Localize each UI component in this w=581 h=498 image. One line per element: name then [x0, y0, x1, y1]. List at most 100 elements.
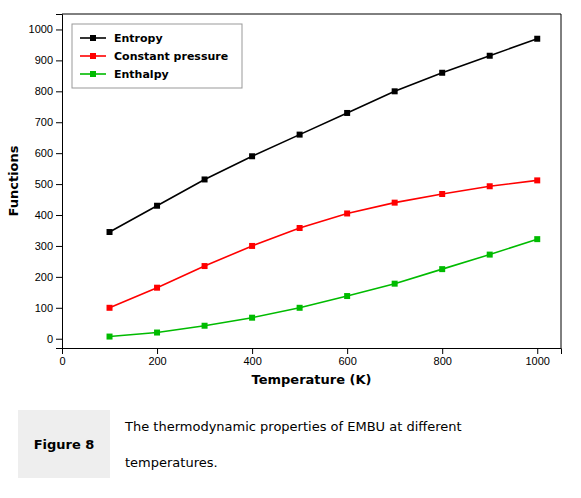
tick-label: 0: [47, 333, 53, 345]
series-line: [110, 239, 538, 336]
point: [392, 88, 398, 94]
tick: 800: [434, 348, 452, 367]
axis-line: [63, 349, 562, 355]
tick-mark: [56, 184, 62, 185]
tick: 0: [47, 333, 62, 345]
figure-label-box: [18, 410, 110, 478]
caption-line: temperatures.: [125, 455, 218, 470]
tick-mark: [157, 348, 158, 354]
point: [534, 236, 540, 242]
tick-mark: [56, 60, 62, 61]
plot: 0 200 400 600 800 1000 0 100 200 300 400 500 600 700 8…: [6, 14, 562, 387]
legend: EntropyConstant pressureEnthalpy: [72, 24, 242, 88]
point: [439, 70, 445, 76]
point: [249, 243, 255, 249]
point: [202, 176, 208, 182]
tick-label: 100: [35, 302, 53, 314]
tick-mark: [252, 348, 253, 354]
tick: 700: [35, 116, 62, 128]
point: [297, 225, 303, 231]
tick-label: 600: [338, 355, 356, 367]
tick: 1000: [525, 348, 549, 367]
legend-label: Entropy: [114, 32, 163, 45]
tick: 800: [35, 85, 62, 97]
frame-top: [62, 14, 561, 15]
tick: 1000: [29, 23, 62, 35]
point: [439, 191, 445, 197]
tick-label: 800: [434, 355, 452, 367]
point: [154, 285, 160, 291]
axis-line: [56, 15, 63, 349]
tick-label: 500: [35, 178, 53, 190]
point: [297, 305, 303, 311]
legend-marker: [90, 53, 96, 59]
tick-label: 300: [35, 240, 53, 252]
tick-label: 1000: [525, 355, 549, 367]
tick-label: 200: [35, 271, 53, 283]
caption: Figure 8 The thermodynamic properties of …: [18, 410, 462, 478]
tick-label: 900: [35, 54, 53, 66]
point: [107, 334, 113, 340]
tick-mark: [56, 29, 62, 30]
point: [534, 177, 540, 183]
frame-right: [561, 14, 562, 348]
point: [344, 293, 350, 299]
tick: 300: [35, 240, 62, 252]
tick: 100: [35, 302, 62, 314]
tick-mark: [56, 91, 62, 92]
point: [344, 110, 350, 116]
tick-label: 200: [148, 355, 166, 367]
tick-label: 1000: [29, 23, 53, 35]
point: [107, 305, 113, 311]
tick: 400: [35, 209, 62, 221]
point: [249, 153, 255, 159]
tick-mark: [442, 348, 443, 354]
y-axis-title: Functions: [6, 145, 21, 216]
point: [154, 330, 160, 336]
chart: 0 200 400 600 800 1000 0 100 200 300 400 500 600 700 8…: [0, 0, 581, 498]
tick: 0: [59, 348, 65, 367]
tick-label: 600: [35, 147, 53, 159]
tick-label: 0: [59, 355, 65, 367]
tick-mark: [347, 348, 348, 354]
tick: 900: [35, 54, 62, 66]
point: [202, 263, 208, 269]
legend-marker: [90, 35, 96, 41]
tick: 200: [35, 271, 62, 283]
point: [534, 36, 540, 42]
y-axis: 0 100 200 300 400 500 600 700 800 900 1000: [29, 15, 63, 349]
caption-line: The thermodynamic properties of EMBU at …: [124, 419, 462, 434]
point: [107, 229, 113, 235]
tick-mark: [56, 153, 62, 154]
tick: 600: [35, 147, 62, 159]
tick-mark: [537, 348, 538, 354]
tick-mark: [56, 308, 62, 309]
tick: 200: [148, 348, 166, 367]
point: [154, 203, 160, 209]
point: [344, 210, 350, 216]
tick: 400: [243, 348, 261, 367]
tick-mark: [56, 215, 62, 216]
tick-label: 700: [35, 116, 53, 128]
point: [439, 266, 445, 272]
tick: 500: [35, 178, 62, 190]
tick-mark: [56, 122, 62, 123]
legend-frame: [72, 24, 242, 88]
point: [297, 132, 303, 138]
legend-marker: [90, 71, 96, 77]
series-line: [110, 180, 538, 307]
point: [392, 200, 398, 206]
figure-label: Figure 8: [34, 437, 95, 452]
point: [202, 323, 208, 329]
point: [487, 183, 493, 189]
point: [392, 281, 398, 287]
tick-label: 400: [35, 209, 53, 221]
tick-mark: [56, 246, 62, 247]
legend-label: Enthalpy: [114, 68, 169, 81]
x-axis: 0 200 400 600 800 1000: [59, 348, 561, 367]
point: [249, 315, 255, 321]
point: [487, 252, 493, 258]
x-axis-title: Temperature (K): [252, 372, 372, 387]
tick: 600: [338, 348, 356, 367]
point: [487, 53, 493, 59]
